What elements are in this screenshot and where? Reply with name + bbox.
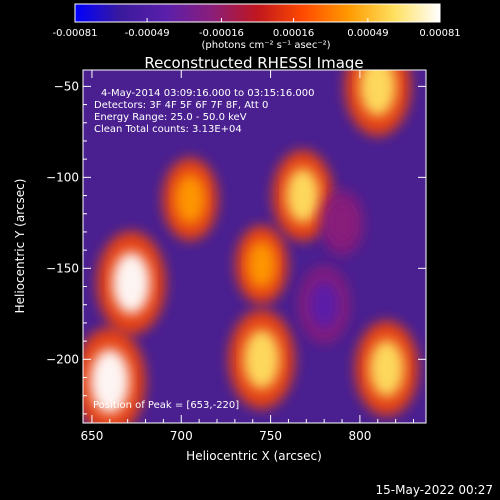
annotation-energy-range: Energy Range: 25.0 - 50.0 keV — [94, 112, 247, 123]
plot-area — [83, 70, 426, 423]
x-tick-label: 800 — [348, 429, 371, 443]
x-tick-label: 700 — [170, 429, 193, 443]
heatmap-source — [329, 202, 355, 243]
heatmap-source — [175, 174, 206, 225]
colorbar — [74, 3, 441, 23]
annotation-detectors: Detectors: 3F 4F 5F 6F 7F 8F, Att 0 — [94, 100, 268, 111]
x-axis-label: Heliocentric X (arcsec) — [186, 449, 322, 463]
footer-timestamp: 15-May-2022 00:27 — [376, 483, 493, 497]
y-axis-label: Heliocentric Y (arcsec) — [13, 179, 27, 314]
x-tick-label: 750 — [259, 429, 282, 443]
colorbar-ticks: -0.00081 -0.00049 -0.00016 0.00016 0.00049 0.… — [53, 18, 461, 39]
y-tick-label: −200 — [46, 352, 79, 366]
colorbar-tick-label: 0.00016 — [273, 28, 314, 39]
colorbar-tick-label: -0.00081 — [53, 28, 98, 39]
colorbar-tick-label: 0.00081 — [419, 28, 460, 39]
annotation-clean-counts: Clean Total counts: 3.13E+04 — [94, 124, 242, 135]
heatmap-source — [309, 281, 339, 329]
heatmap-source — [90, 348, 130, 414]
heatmap-source — [359, 70, 396, 117]
annotation-time-range: 4-May-2014 03:09:16.000 to 03:15:16.000 — [101, 88, 314, 99]
x-tick-label: 650 — [80, 429, 103, 443]
annotation-peak-position: Position of Peak = [653,-220] — [93, 400, 239, 411]
heatmap-sources — [83, 70, 419, 423]
heatmap-source — [112, 251, 151, 314]
colorbar-tick-label: 0.00049 — [347, 28, 388, 39]
y-tick-label: −150 — [46, 261, 79, 275]
colorbar-tick-label: -0.00016 — [199, 28, 244, 39]
chart-title: Reconstructed RHESSI Image — [144, 54, 363, 72]
heatmap-source — [247, 241, 277, 289]
y-tick-label: −100 — [46, 170, 79, 184]
heatmap-source — [369, 339, 405, 397]
plot-frame — [82, 69, 427, 424]
heatmap-source — [243, 329, 280, 390]
y-tick-label: −50 — [54, 79, 79, 93]
colorbar-tick-label: -0.00049 — [125, 28, 170, 39]
colorbar-unit-label: (photons cm⁻² s⁻¹ asec⁻²) — [201, 40, 330, 51]
axes: 650 700 750 800 −50 −100 −150 −200 — [46, 70, 426, 443]
heatmap-source — [286, 168, 320, 223]
